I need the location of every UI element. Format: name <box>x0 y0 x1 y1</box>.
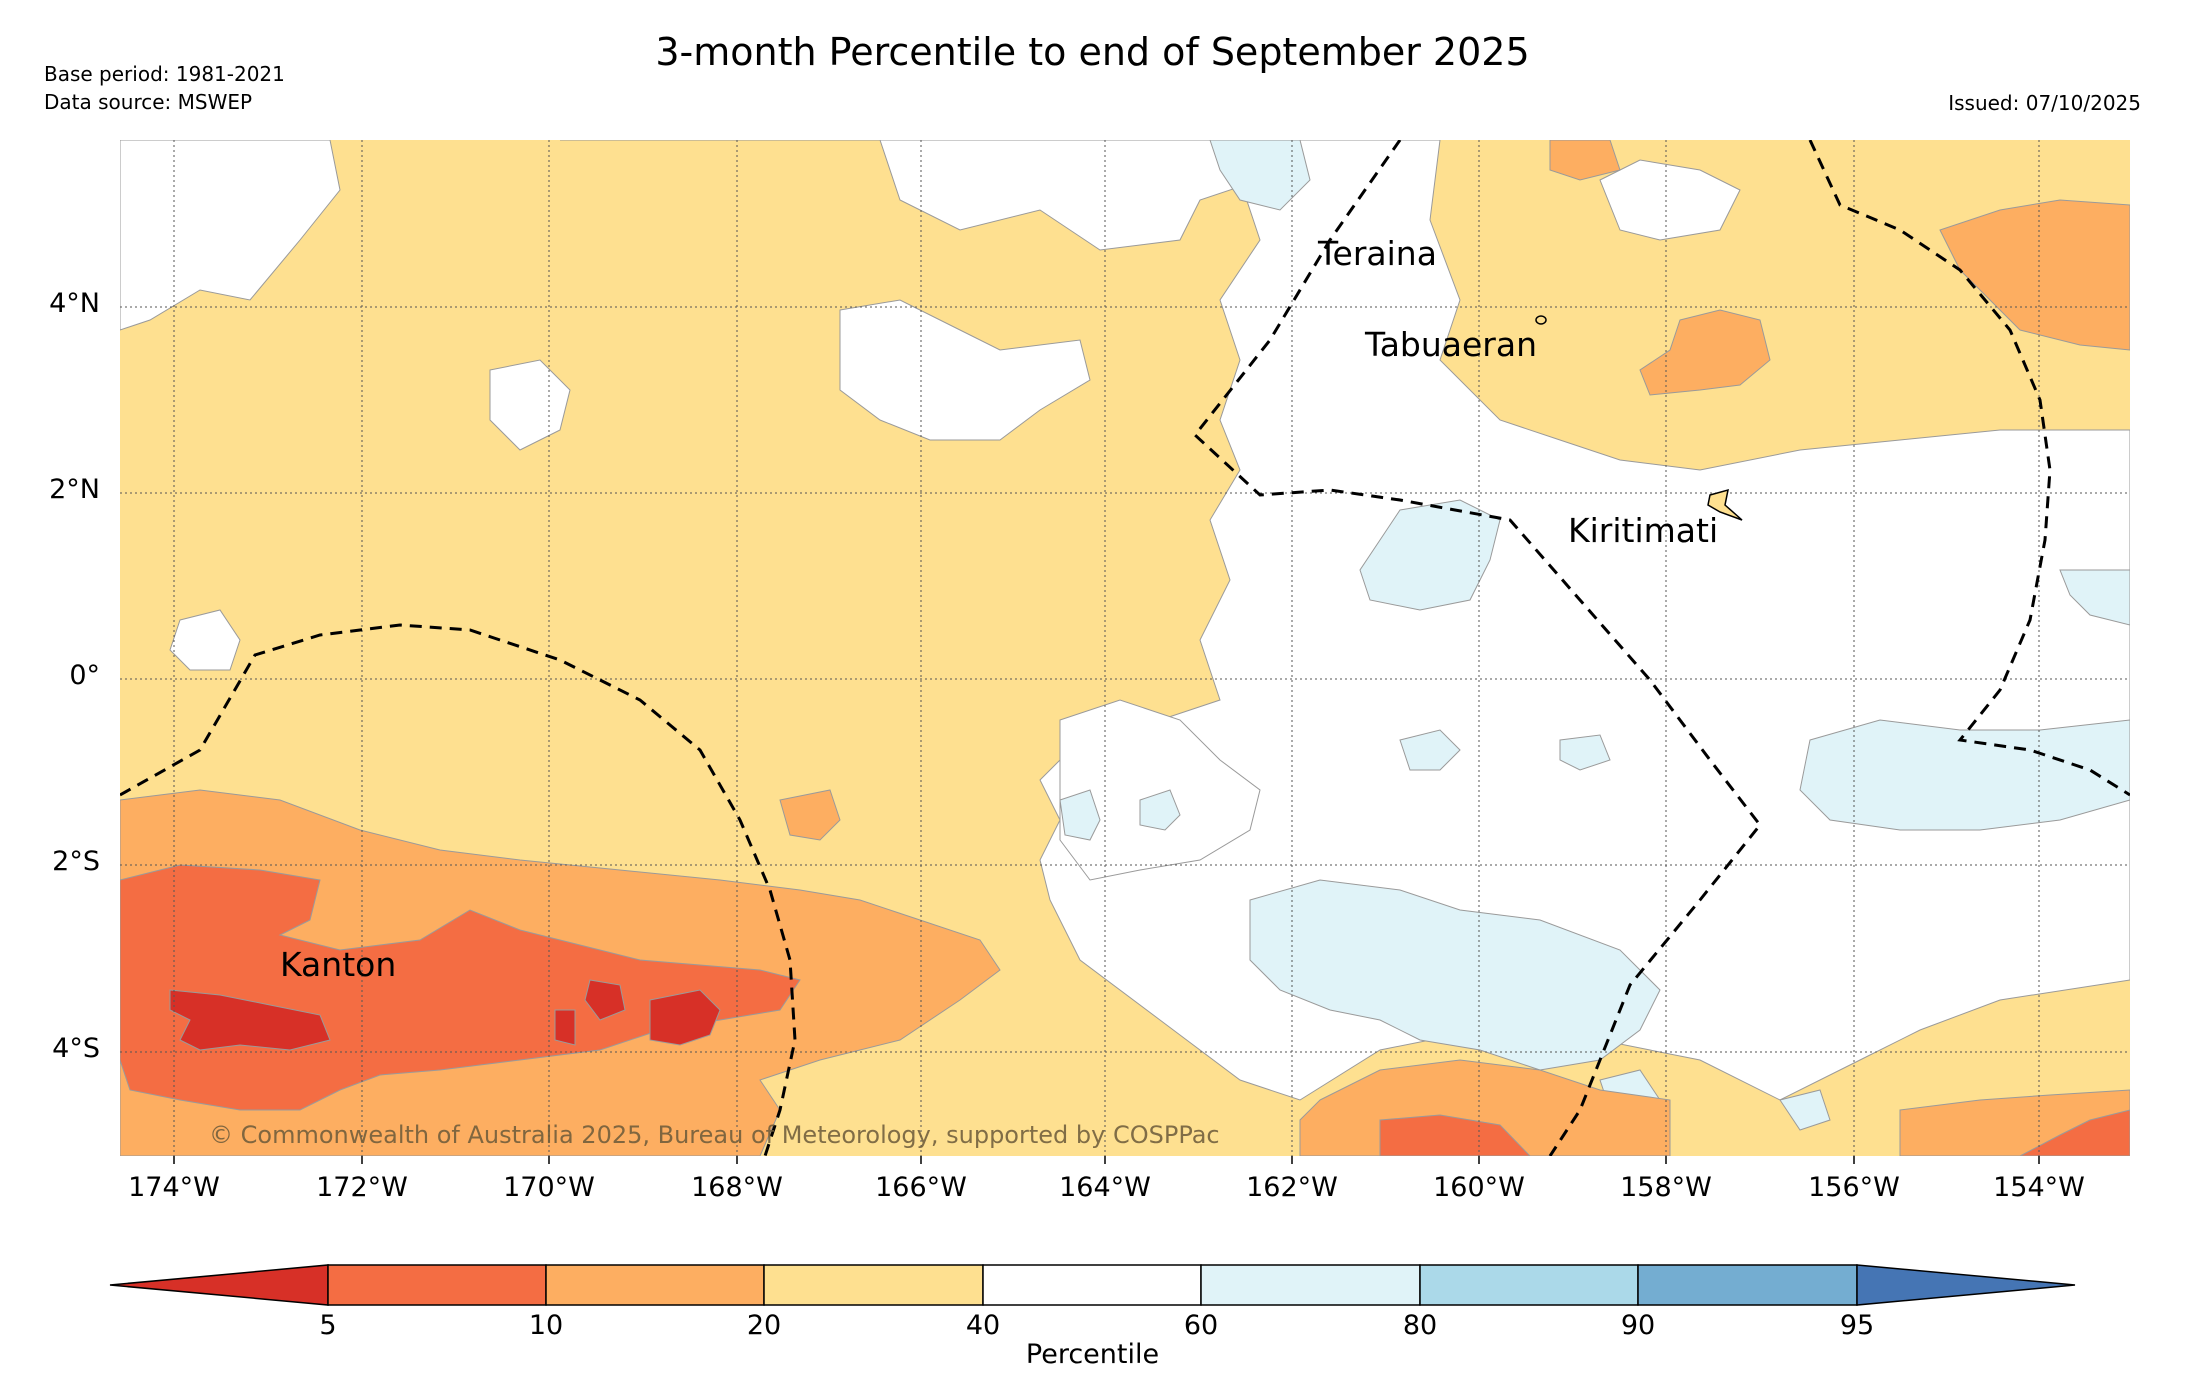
map-title: 3-month Percentile to end of September 2… <box>655 30 1530 74</box>
lat-label-0: 0° <box>69 660 100 691</box>
region-lt5 <box>169 979 721 1051</box>
island-label-teraina: Teraina <box>1318 234 1437 273</box>
region-40-60-east <box>1039 140 2130 1101</box>
map-field <box>120 140 2130 1156</box>
region-40-60-c3 <box>1599 159 1741 241</box>
lon-label-166w: 166°W <box>875 1172 967 1203</box>
lon-label-164w: 164°W <box>1059 1172 1151 1203</box>
lon-label-174w: 174°W <box>128 1172 220 1203</box>
colorbar-10-20 <box>545 1264 765 1306</box>
lon-label-162w: 162°W <box>1246 1172 1338 1203</box>
graticule <box>120 140 2130 1156</box>
kiritimati-outline <box>1707 488 1743 521</box>
colorbar <box>109 1264 2076 1306</box>
colorbar-tick-40: 40 <box>965 1310 1001 1341</box>
colorbar-tick-10: 10 <box>528 1310 564 1341</box>
island-label-tabuaeran: Tabuaeran <box>1365 325 1538 364</box>
metadata-left: Base period: 1981-2021 Data source: MSWE… <box>44 60 285 116</box>
region-40-60-s <box>1059 699 1261 881</box>
colorbar-90-95 <box>1637 1264 1858 1306</box>
lat-label-2n: 2°N <box>49 474 100 505</box>
colorbar-tick-80: 80 <box>1402 1310 1438 1341</box>
data-source: Data source: MSWEP <box>44 90 253 114</box>
region-40-60-c1 <box>839 299 1091 441</box>
colorbar-lt5 <box>109 1264 329 1306</box>
lat-label-2s: 2°S <box>52 846 100 877</box>
copyright-notice: © Commonwealth of Australia 2025, Bureau… <box>209 1121 1220 1149</box>
issued-date: Issued: 07/10/2025 <box>1948 91 2141 115</box>
colorbar-tick-90: 90 <box>1620 1310 1656 1341</box>
island-label-kiritimati: Kiritimati <box>1568 511 1719 550</box>
lat-label-4n: 4°N <box>49 288 100 319</box>
lon-label-154w: 154°W <box>1993 1172 2085 1203</box>
lat-label-4s: 4°S <box>52 1033 100 1064</box>
region-60-80 <box>1059 140 2130 1131</box>
lon-label-172w: 172°W <box>316 1172 408 1203</box>
lon-label-168w: 168°W <box>691 1172 783 1203</box>
colorbar-60-80 <box>1200 1264 1421 1306</box>
colorbar-tick-20: 20 <box>746 1310 782 1341</box>
base-period: Base period: 1981-2021 <box>44 62 285 86</box>
colorbar-tick-95: 95 <box>1839 1310 1875 1341</box>
region-40-60-c2 <box>489 359 571 451</box>
colorbar-tick-60: 60 <box>1183 1310 1219 1341</box>
axis-ticks <box>173 1156 2040 1164</box>
tabuaeran-outline <box>1535 315 1547 325</box>
colorbar-5-10 <box>327 1264 547 1306</box>
lon-label-158w: 158°W <box>1620 1172 1712 1203</box>
colorbar-20-40 <box>763 1264 984 1306</box>
colorbar-gt95 <box>1856 1264 2076 1306</box>
lon-label-156w: 156°W <box>1808 1172 1900 1203</box>
lon-label-170w: 170°W <box>503 1172 595 1203</box>
eez-boundaries <box>120 140 2130 1156</box>
colorbar-tick-5: 5 <box>319 1310 337 1341</box>
colorbar-80-90 <box>1419 1264 1639 1306</box>
island-label-kanton: Kanton <box>280 945 397 984</box>
colorbar-title: Percentile <box>1025 1339 1160 1370</box>
lon-label-160w: 160°W <box>1433 1172 1525 1203</box>
region-40-60-nw <box>120 140 341 331</box>
region-40-60-c4 <box>169 609 241 671</box>
colorbar-40-60 <box>982 1264 1202 1306</box>
